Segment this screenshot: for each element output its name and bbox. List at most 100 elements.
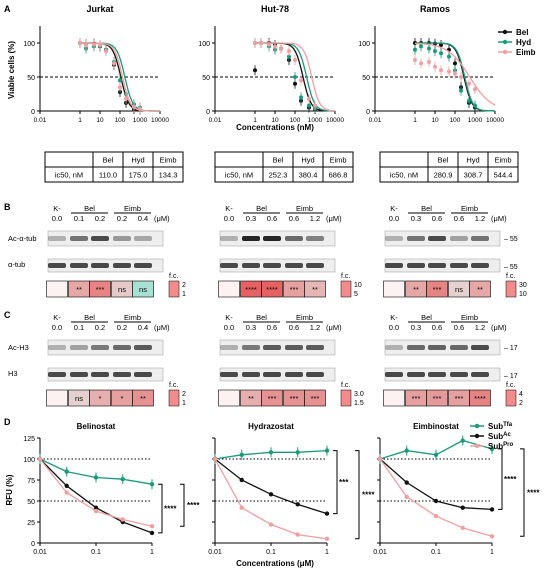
band-acetyl <box>471 236 489 241</box>
table-header-cell: Eimb <box>159 156 176 165</box>
sig-bracket-outer <box>520 448 525 537</box>
data-point-eimb <box>413 58 417 62</box>
band-acetyl <box>242 236 260 241</box>
y-tick-label: 0 <box>206 109 210 116</box>
data-point-bel <box>293 81 297 86</box>
y-tick-label: 50 <box>362 75 370 82</box>
lane-conc-label: 0.1 <box>74 323 84 332</box>
blot-label-bottom: α-tub <box>8 260 25 269</box>
heat-cell <box>304 389 326 407</box>
x-tick-label: 1 <box>325 549 329 556</box>
panel-a-xlabel: Concentrations (nM) <box>236 123 314 132</box>
x-tick-label: 1000 <box>133 117 148 124</box>
band-acetyl <box>134 345 152 350</box>
band-acetyl <box>220 236 238 241</box>
band-total <box>285 263 303 268</box>
fc-scale-high: 30 <box>519 282 527 289</box>
panel-letter-d: D <box>4 417 11 427</box>
band-total <box>242 263 260 268</box>
y-tick-label: 50 <box>202 75 210 82</box>
band-total <box>385 372 403 377</box>
series-line <box>214 458 328 515</box>
lane-conc-label: 0.3 <box>411 323 421 332</box>
table-header-cell: Bel <box>103 156 114 165</box>
sig-label-outer: **** <box>527 489 540 498</box>
lane-bel-label: Bel <box>84 313 95 322</box>
heat-sig-label: *** <box>290 394 299 403</box>
lane-conc-label: 1.2 <box>475 214 485 223</box>
x-tick-label: 100 <box>450 117 461 124</box>
sig-label-inner: *** <box>339 478 349 487</box>
data-point <box>295 532 300 537</box>
heat-sig-label: ns <box>75 394 83 403</box>
data-point-eimb <box>466 81 471 86</box>
plot-d-title: Hydrazostat <box>248 422 294 431</box>
plot-a-title: Hut-78 <box>261 4 289 14</box>
heat-sig-label: *** <box>433 285 442 294</box>
data-point-eimb <box>266 42 271 47</box>
fc-scale-low: 1 <box>182 291 186 298</box>
lane-conc-label: 1.2 <box>310 323 320 332</box>
band-total <box>385 263 403 268</box>
data-point-eimb <box>84 43 89 48</box>
x-tick-label: 10000 <box>151 117 169 124</box>
data-point <box>239 452 244 457</box>
data-point <box>433 513 439 519</box>
data-point <box>433 452 439 457</box>
data-point-eimb <box>111 61 116 66</box>
heat-sig-label: * <box>121 394 124 403</box>
data-point <box>64 469 69 474</box>
panel-letter-a: A <box>4 4 11 14</box>
x-tick-label: 10 <box>431 117 439 124</box>
lane-bel-label: Bel <box>256 204 267 213</box>
fc-scale-low: 10 <box>519 291 527 298</box>
fc-scale-high: 10 <box>354 282 362 289</box>
fc-scale-low: 1.5 <box>354 400 364 407</box>
fit-curve-hyd <box>415 42 495 112</box>
heat-cell <box>46 280 68 298</box>
data-point <box>377 456 383 462</box>
x-tick-label: 1 <box>78 117 82 124</box>
band-acetyl <box>385 236 403 241</box>
panel-d-ylabel: RFU (%) <box>5 474 14 505</box>
lane-conc-label: 1.2 <box>310 214 320 223</box>
band-acetyl <box>48 345 66 350</box>
heat-sig-label: ** <box>413 285 419 294</box>
data-point <box>149 530 155 536</box>
heat-sig-label: **** <box>245 285 257 294</box>
legend-marker <box>502 49 508 55</box>
data-point <box>64 490 69 495</box>
band-total <box>91 263 109 268</box>
x-tick-label: 10 <box>271 117 279 124</box>
panel-d: Belinostat 0 25 50 75 100 125 0.01 0.1 1 **** **** H… <box>5 422 540 556</box>
fc-scale-high: 2 <box>182 282 186 289</box>
band-acetyl <box>285 345 303 350</box>
lane-k-label: K- <box>225 313 233 322</box>
data-point-hyd <box>286 54 291 59</box>
y-tick-label: 75 <box>27 478 35 485</box>
heat-cell <box>132 389 154 407</box>
table-header-cell: Bel <box>273 156 284 165</box>
data-point-hyd <box>426 46 431 51</box>
lane-eimb-label: Eimb <box>124 204 141 213</box>
sig-bracket-inner <box>158 483 163 534</box>
data-point <box>404 448 409 453</box>
lane-conc-label: 0.2 <box>95 323 105 332</box>
sig-label-inner: **** <box>164 505 177 514</box>
band-total <box>70 263 88 268</box>
table-value-cell: 686.8 <box>329 171 348 180</box>
band-total <box>113 372 131 377</box>
sig-label-outer: **** <box>187 501 200 510</box>
y-tick-label: 50 <box>27 499 35 506</box>
legend-label-sup: Pro <box>503 442 513 448</box>
table-value-cell: ic50, nM <box>55 171 83 180</box>
data-point-eimb <box>124 96 129 101</box>
band-acetyl <box>91 345 109 350</box>
data-point-hyd <box>466 98 471 103</box>
x-tick-label: 100 <box>290 117 301 124</box>
band-acetyl <box>70 236 88 241</box>
lane-conc-label: 0.6 <box>432 214 442 223</box>
legend-marker <box>502 39 508 45</box>
data-point <box>268 492 274 497</box>
